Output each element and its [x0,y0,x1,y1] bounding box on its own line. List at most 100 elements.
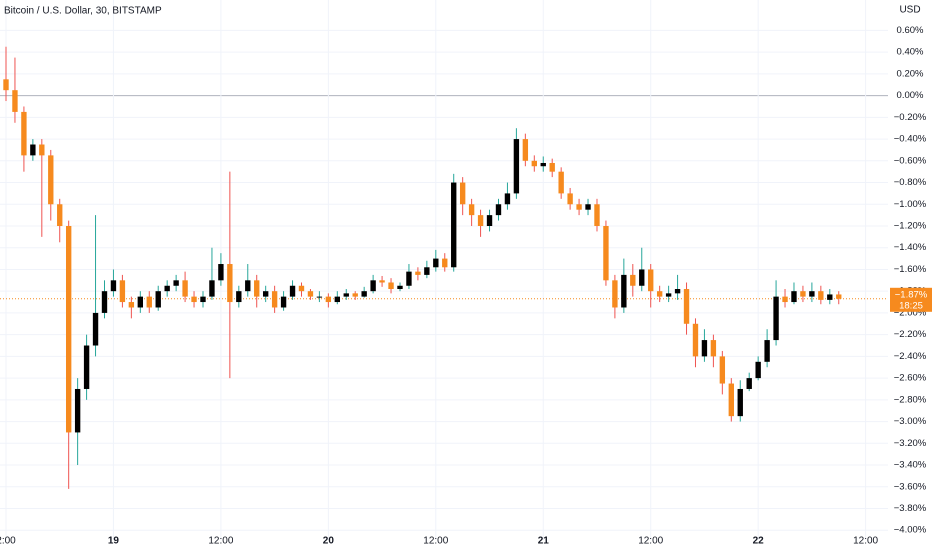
candle-body [245,280,251,292]
candle-body [74,388,81,433]
y-tick-label: −2.40% [894,351,927,362]
candle-body [262,291,269,297]
candle-body [146,296,152,308]
candle-body [836,294,842,299]
candle-body [585,204,591,210]
candle-body [504,193,511,205]
y-tick-label: −1.60% [894,264,927,275]
candle-body [522,139,529,161]
candle-body [254,280,260,297]
y-tick-label: −0.80% [894,177,927,188]
candle-body [164,285,170,292]
candle-body [442,258,448,268]
candle-body [433,258,439,268]
candle-body [603,225,609,281]
y-tick-label: −1.20% [894,221,927,232]
candle-body [200,296,206,303]
candle-body [809,291,815,297]
candle-body [782,296,788,303]
candle-body [334,296,340,303]
y-tick-label: −2.60% [894,373,927,384]
candle-body [486,215,493,226]
candle-body [209,280,215,297]
candle-body [513,139,520,194]
candle-body [827,294,833,300]
candle-body [495,204,502,216]
x-tick-label: 12:00 [638,536,663,547]
candle-body [692,323,699,357]
candle-body [406,271,412,286]
candle-body [92,312,99,346]
candle-body [218,264,224,281]
candle-body [674,289,681,294]
candle-body [639,269,645,286]
x-tick-label: 12:00 [208,536,233,547]
candle-body [191,296,197,303]
y-tick-label: −0.60% [894,155,927,166]
x-tick-label: 21 [538,536,550,547]
x-tick-label: 2:00 [0,536,16,547]
candle-body [12,90,18,112]
y-tick-label: 0.40% [897,47,924,58]
candle-body [612,280,618,308]
y-tick-label: −0.20% [894,112,927,123]
y-tick-label: −2.00% [894,307,927,318]
y-tick-label: −3.20% [894,438,927,449]
candle-body [424,267,430,275]
y-tick-label: −2.80% [894,394,927,405]
x-tick-label: 12:00 [423,536,448,547]
candle-body [57,204,63,226]
candle-body [818,291,824,300]
y-tick-label: −3.60% [894,481,927,492]
y-tick-label: 0.00% [897,90,924,101]
y-tick-label: −4.00% [894,525,927,536]
candle-body [800,291,806,297]
candle-body [119,280,126,303]
candle-body [397,285,403,290]
candle-body [65,225,72,433]
candle-body [325,296,332,303]
candle-body [415,271,421,275]
candle-body [316,296,323,298]
candle-body [352,293,358,297]
candles [3,46,842,489]
candle-body [477,215,484,226]
candle-body [791,291,797,303]
y-tick-label: −1.40% [894,242,927,253]
candle-body [361,291,367,297]
candle-body [307,291,314,297]
candle-body [737,388,743,417]
currency-label: USD [899,5,920,16]
candle-body [549,162,555,172]
candle-body [701,340,708,357]
last-price-tag [890,287,932,312]
candle-body [558,171,564,194]
candle-body [468,204,475,216]
x-tick-label: 12:00 [853,536,878,547]
candle-body [594,204,600,226]
candle-body [764,340,770,362]
y-tick-label: −3.00% [894,416,927,427]
axes: 0.60% 0.40% 0.20% 0.00% −0.20% −0.40% −0.60% −0… [0,25,932,547]
x-tick-label: 19 [108,536,120,547]
y-tick-label: −3.40% [894,460,927,471]
y-tick-label: 0.20% [897,68,924,79]
candle-body [298,285,305,292]
candle-body [773,296,779,341]
candle-body [155,291,161,308]
candle-body [451,182,457,268]
candle-body [746,378,752,389]
y-tick-label: −1.00% [894,199,927,210]
candle-body [289,285,296,297]
candle-body [370,280,376,292]
candle-body [101,291,108,313]
candle-body [567,193,573,205]
candle-body [39,144,45,156]
candle-body [48,155,54,205]
countdown-label: 18:25 [899,300,923,311]
candle-body [110,280,117,292]
candle-body [227,264,233,303]
candle-body [710,340,717,357]
